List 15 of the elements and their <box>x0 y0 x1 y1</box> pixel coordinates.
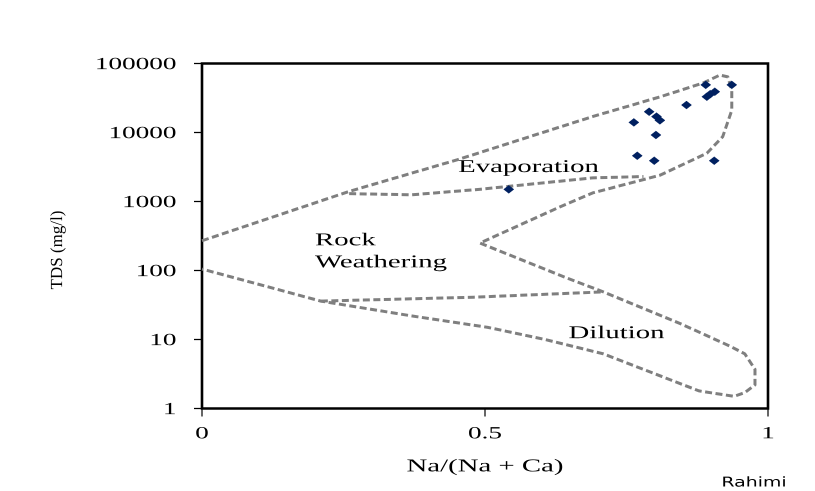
annotation: Dilution <box>569 326 664 338</box>
y-tick-label: 1000 <box>124 196 176 208</box>
y-tick-label: 10000 <box>110 126 176 138</box>
x-tick-label: 1 <box>764 427 774 438</box>
annotation: Rock Weathering <box>315 232 446 272</box>
x-axis-title: Na/(Na + Ca) <box>407 458 562 476</box>
y-tick-label: 100000 <box>97 58 176 70</box>
annotation: Evaporation <box>458 160 598 176</box>
text: Rahimi <box>723 476 785 487</box>
y-tick-label: 100 <box>138 264 176 276</box>
y-tick-label: 10 <box>152 334 176 346</box>
y-axis-title: TDS (mg/l) <box>50 211 66 290</box>
x-tick-label: 0.5 <box>469 427 501 439</box>
y-tick-label: 1 <box>165 402 175 414</box>
x-tick-label: 0 <box>196 427 208 438</box>
